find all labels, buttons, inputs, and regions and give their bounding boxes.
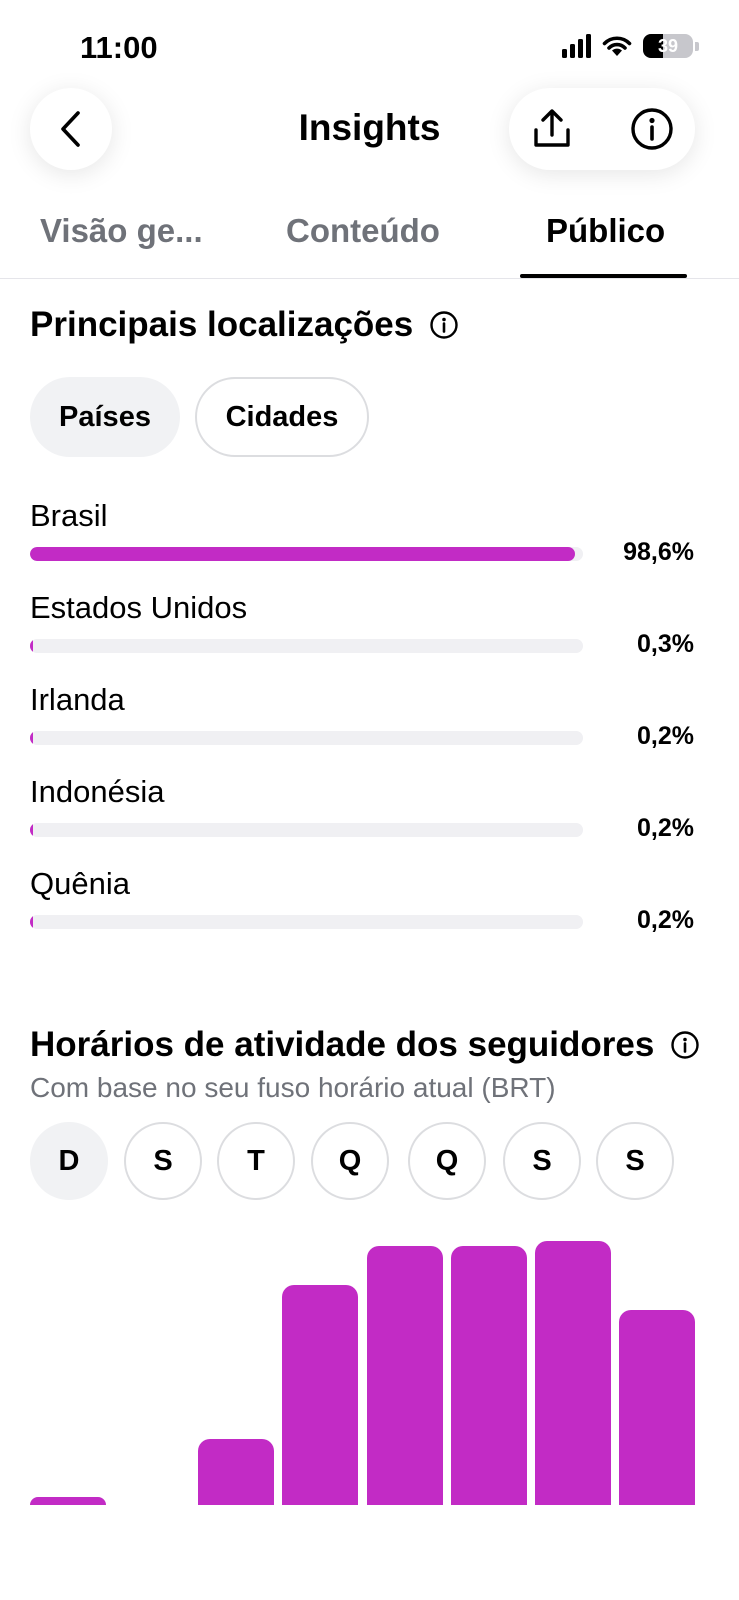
activity-subtitle: Com base no seu fuso horário atual (BRT) (30, 1072, 556, 1103)
activity-bar (535, 1241, 611, 1505)
day-button[interactable]: T (217, 1122, 295, 1200)
battery-tip (695, 41, 699, 51)
location-bar (30, 823, 583, 837)
day-button[interactable]: S (596, 1122, 674, 1200)
location-bar-fill (30, 731, 33, 745)
location-bar (30, 915, 583, 929)
location-bar-fill (30, 823, 33, 837)
location-bar-fill (30, 915, 33, 929)
activity-bar (451, 1246, 527, 1505)
action-group (509, 88, 695, 170)
location-name: Irlanda (30, 682, 125, 717)
status-icons: 39 (562, 34, 699, 58)
day-button[interactable]: S (124, 1122, 202, 1200)
chevron-left-icon (61, 111, 80, 147)
activity-title-text: Horários de atividade dos seguidores (30, 1025, 655, 1064)
wifi-icon (602, 36, 632, 56)
back-button[interactable] (30, 88, 112, 170)
location-bar-fill (30, 547, 576, 561)
location-bar (30, 547, 583, 561)
location-percent: 0,2% (637, 722, 694, 750)
chip-cities[interactable]: Cidades (195, 377, 369, 457)
location-percent: 0,3% (637, 630, 694, 658)
share-button[interactable] (511, 88, 593, 170)
location-item: Indonésia 0,2% (30, 774, 710, 854)
status-time: 11:00 (80, 30, 158, 65)
location-item: Brasil 98,6% (30, 498, 710, 578)
location-name: Quênia (30, 866, 130, 901)
tab-overview[interactable]: Visão ge... (40, 212, 203, 249)
info-icon (631, 108, 673, 150)
tab-bar: Visão ge... Conteúdo Público (0, 200, 739, 279)
location-percent: 98,6% (623, 538, 694, 566)
battery-level: 39 (657, 36, 679, 56)
location-bar-fill (30, 639, 33, 653)
activity-bar (367, 1246, 443, 1505)
status-bar: 11:00 39 (0, 0, 739, 90)
cellular-signal-icon (562, 34, 591, 58)
location-bar (30, 639, 583, 653)
activity-bar (619, 1310, 695, 1505)
locations-title: Principais localizações (30, 305, 459, 345)
day-button[interactable]: S (503, 1122, 581, 1200)
locations-title-text: Principais localizações (30, 305, 414, 344)
tab-audience[interactable]: Público (546, 212, 666, 249)
location-name: Estados Unidos (30, 590, 248, 625)
location-item: Estados Unidos 0,3% (30, 590, 710, 670)
chip-countries[interactable]: Países (30, 377, 180, 457)
active-tab-indicator (520, 274, 687, 278)
day-button[interactable]: D (30, 1122, 108, 1200)
activity-title: Horários de atividade dos seguidores (30, 1025, 700, 1065)
day-button[interactable]: Q (311, 1122, 389, 1200)
share-icon (534, 109, 570, 147)
day-button[interactable]: Q (408, 1122, 486, 1200)
battery-icon: 39 (643, 34, 693, 58)
nav-bar: Insights (0, 85, 739, 175)
location-name: Indonésia (30, 774, 165, 809)
location-bar (30, 731, 583, 745)
activity-chart (30, 1230, 695, 1505)
info-button[interactable] (611, 88, 693, 170)
activity-bar (282, 1285, 358, 1505)
location-percent: 0,2% (637, 814, 694, 842)
tab-content[interactable]: Conteúdo (286, 212, 440, 249)
activity-bar (30, 1497, 106, 1505)
info-icon[interactable] (429, 310, 459, 340)
info-icon[interactable] (670, 1030, 700, 1060)
location-item: Irlanda 0,2% (30, 682, 710, 762)
location-percent: 0,2% (637, 906, 694, 934)
activity-bar (198, 1439, 274, 1505)
location-name: Brasil (30, 498, 108, 533)
location-item: Quênia 0,2% (30, 866, 710, 946)
